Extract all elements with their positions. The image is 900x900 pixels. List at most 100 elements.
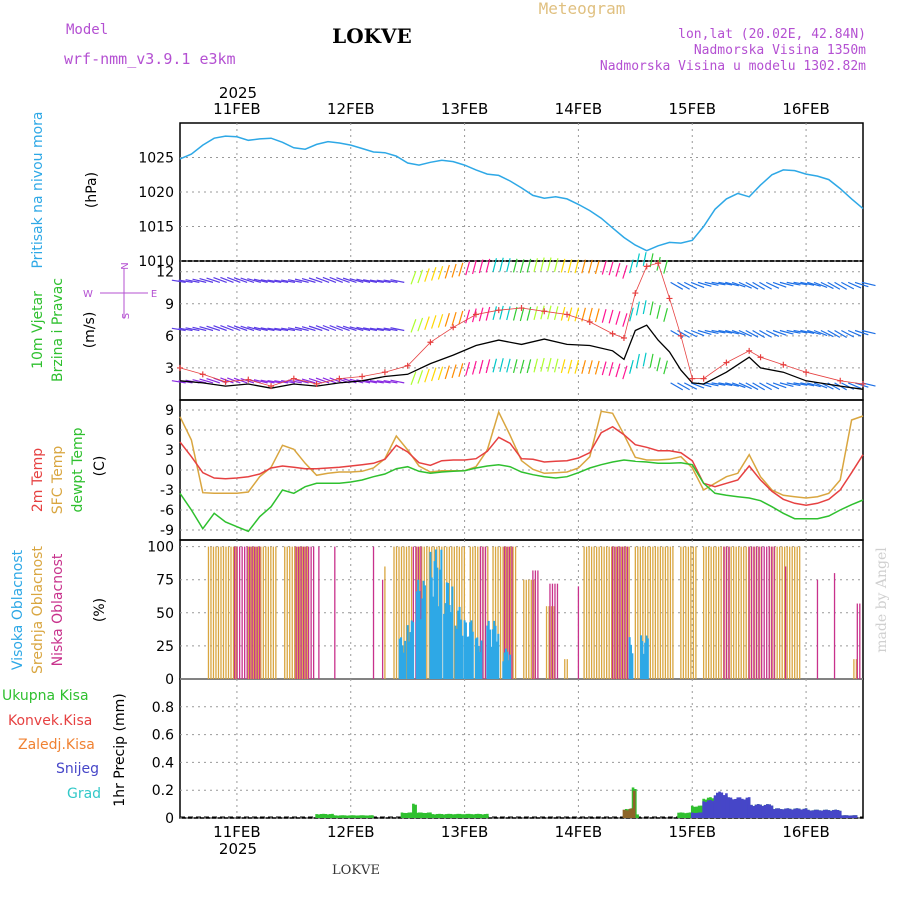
wind-arrow	[540, 305, 545, 320]
cloud-low-label: Niska Oblacnost	[50, 553, 66, 666]
wind-arrow	[854, 281, 869, 288]
y-tick-label: 6	[165, 423, 174, 439]
wind-arrow	[813, 281, 828, 288]
wind-arrow	[458, 363, 464, 377]
wind-arrow	[417, 269, 424, 284]
ukupna-precip-bar	[695, 806, 699, 818]
ukupna-precip-bar	[319, 813, 323, 818]
wind-arrow	[322, 276, 337, 283]
wind-arrow	[574, 307, 580, 322]
ukupna-precip-bar	[420, 812, 423, 818]
ukupna-precip-bar	[346, 815, 349, 818]
wind-arrow	[308, 277, 323, 283]
ukupna-precip-bar	[697, 805, 701, 818]
wind-arrow	[588, 360, 593, 375]
ukupna-precip-bar	[686, 812, 689, 818]
snijeg-precip-bar	[838, 810, 842, 818]
pressure-unit: (hPa)	[84, 172, 100, 208]
wind-arrow	[779, 382, 794, 388]
wind-arrow	[622, 365, 628, 380]
snijeg-precip-bar	[706, 800, 710, 818]
snijeg-precip-bar	[788, 808, 792, 818]
wind-arrow	[437, 314, 444, 328]
wind-arrow	[622, 313, 628, 327]
snijeg-precip-bar	[715, 792, 719, 818]
ukupna-precip-bar	[415, 812, 419, 818]
wind-arrow	[670, 382, 684, 391]
compass-icon: N S W E	[83, 262, 157, 319]
snijeg-precip-bar	[711, 800, 715, 818]
y-tick-label: 1015	[138, 220, 174, 236]
wind-arrow	[854, 382, 869, 388]
wind-arrow	[492, 306, 498, 321]
snijeg-precip-bar	[761, 805, 765, 818]
wind-arrow	[424, 368, 430, 383]
wind-arrow	[294, 379, 309, 384]
wind-arrow	[178, 279, 193, 283]
wind-arrow	[322, 377, 337, 384]
snijeg-precip-bar	[775, 808, 778, 818]
y-tick-label: 3	[165, 443, 174, 459]
wind-arrow	[827, 329, 841, 338]
wind-arrow	[451, 311, 457, 326]
wind-arrow	[390, 379, 405, 384]
wind-arrow	[786, 329, 801, 334]
wind-arrow	[800, 329, 815, 334]
wind-arrow	[410, 270, 417, 285]
wind-arrow	[424, 268, 430, 282]
wind-arrow	[185, 279, 200, 283]
wind-arrow	[526, 258, 532, 273]
wind-arrow	[622, 265, 628, 279]
wind-arrow	[465, 261, 471, 276]
wind-arrow	[779, 329, 794, 335]
wind-arrow	[185, 327, 200, 332]
zaledj-precip-bar	[632, 790, 636, 818]
wind-arrow	[813, 382, 828, 389]
wind-arrow	[267, 279, 282, 283]
y-tick-label: 0.2	[152, 783, 174, 799]
ukupna-precip-bar	[417, 812, 421, 818]
wind-arrow	[383, 327, 398, 332]
y-tick-label: 75	[156, 573, 174, 589]
y-tick-label: 50	[156, 606, 174, 622]
wind-arrow	[444, 264, 450, 279]
y-tick-label: 1010	[138, 254, 174, 270]
snijeg-precip-bar	[836, 809, 840, 818]
wind-arrow	[854, 329, 869, 336]
wind-arrow	[725, 281, 739, 287]
snijeg-precip-bar	[700, 812, 703, 818]
wind-label-2: Brzina i Pravac	[50, 278, 66, 382]
wind-arrow	[512, 258, 518, 273]
wind-arrow	[253, 379, 268, 384]
wind-arrow	[431, 315, 437, 329]
y-tick-label: -9	[160, 523, 174, 539]
ukupna-precip-bar	[341, 815, 345, 818]
wind-arrow	[690, 329, 705, 337]
wind-arrow	[322, 324, 337, 332]
wind-arrow	[233, 325, 248, 332]
wind-arrow	[772, 281, 787, 288]
precip-hail-label: Grad	[67, 786, 101, 802]
wind-arrow	[444, 365, 450, 380]
wind-arrow	[793, 329, 808, 334]
wind-arrow	[629, 307, 634, 322]
ukupna-precip-bar	[409, 812, 413, 818]
wind-arrow	[519, 259, 525, 274]
wind-arrow	[841, 329, 855, 338]
wind-arrow	[301, 378, 316, 384]
snijeg-precip-bar	[832, 809, 835, 818]
wind-arrow	[615, 311, 621, 325]
model-name: wrf-nmm_v3.9.1 e3km	[64, 50, 236, 68]
ukupna-precip-bar	[364, 815, 367, 818]
wind-arrow	[458, 310, 464, 325]
wind-arrow	[336, 277, 350, 283]
ukupna-precip-bar	[426, 812, 430, 818]
y-tick-label: 6	[165, 329, 174, 345]
y-tick-label: 25	[156, 639, 174, 655]
wind-arrow	[390, 279, 405, 283]
ukupna-precip-bar	[339, 815, 342, 818]
ukupna-precip-bar	[463, 814, 466, 818]
wind-arrow	[274, 327, 289, 332]
ukupna-precip-bar	[326, 814, 330, 818]
wind-arrow	[192, 379, 207, 384]
